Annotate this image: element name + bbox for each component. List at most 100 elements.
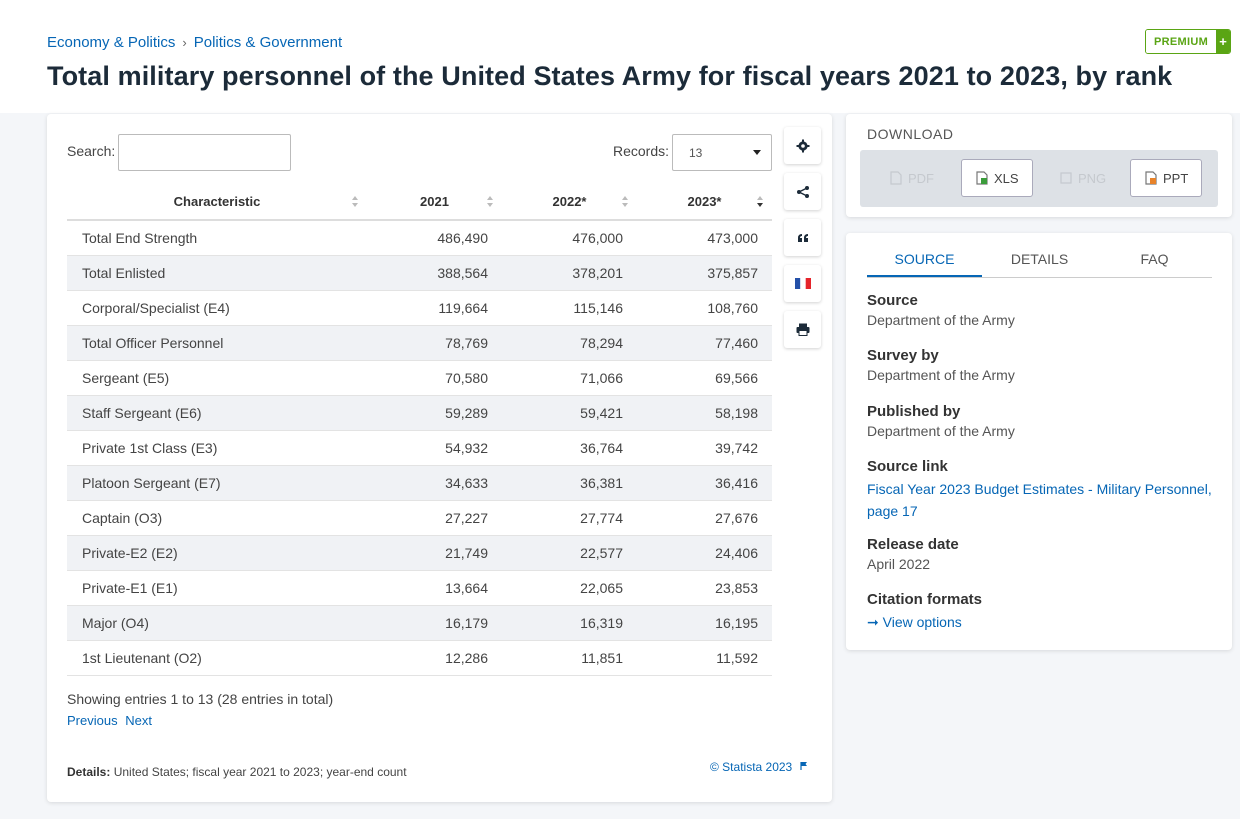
- citation-label: Citation formats: [867, 591, 983, 608]
- table-row: Captain (O3) 27,227 27,774 27,676: [67, 500, 772, 536]
- download-xls-button[interactable]: XLS: [961, 159, 1033, 197]
- view-options-link[interactable]: ➞ View options: [867, 611, 1217, 633]
- table-row: Sergeant (E5) 70,580 71,066 69,566: [67, 360, 772, 396]
- arrow-right-icon: ➞: [867, 614, 879, 630]
- print-button[interactable]: [784, 311, 821, 348]
- table-cell-2022: 71,066: [502, 360, 637, 396]
- breadcrumb-politics-government[interactable]: Politics & Government: [193, 34, 343, 51]
- previous-page-link[interactable]: Previous: [67, 713, 118, 728]
- table-cell-2022: 11,851: [502, 640, 637, 676]
- table-cell-characteristic: Major (O4): [67, 605, 367, 641]
- table-cell-characteristic: Staff Sergeant (E6): [67, 395, 367, 431]
- flag-icon: [799, 762, 807, 770]
- table-cell-2021: 34,633: [367, 465, 502, 501]
- release-date-value: April 2022: [867, 556, 931, 572]
- source-label: Source: [867, 292, 918, 309]
- table-row: Private-E1 (E1) 13,664 22,065 23,853: [67, 570, 772, 606]
- quote-icon: [797, 233, 808, 242]
- statistic-table-card: Search: Records: 13 Characteristic 2021 …: [47, 114, 832, 802]
- release-date-label: Release date: [867, 536, 959, 553]
- download-ppt-button[interactable]: PPT: [1130, 159, 1202, 197]
- table-header-row: Characteristic 2021 2022* 2023*: [67, 184, 772, 221]
- pagination: Previous Next: [67, 713, 156, 728]
- plus-icon: +: [1216, 30, 1231, 53]
- view-options-label: View options: [882, 614, 962, 630]
- column-header-label: 2023*: [687, 194, 722, 209]
- table-cell-2023: 27,676: [637, 500, 772, 536]
- download-pdf-button[interactable]: PDF: [876, 159, 948, 197]
- download-png-label: PNG: [1078, 170, 1107, 186]
- table-cell-2023: 69,566: [637, 360, 772, 396]
- table-cell-2022: 115,146: [502, 290, 637, 326]
- data-table: Characteristic 2021 2022* 2023* Total En…: [67, 184, 772, 676]
- cite-button[interactable]: [784, 219, 821, 256]
- next-page-link[interactable]: Next: [125, 713, 152, 728]
- sort-icon: [352, 196, 359, 209]
- column-header-2023[interactable]: 2023*: [637, 184, 772, 221]
- sort-icon: [487, 196, 494, 209]
- source-card: SOURCE DETAILS FAQ Source Department of …: [846, 233, 1232, 650]
- download-png-button[interactable]: PNG: [1046, 159, 1118, 197]
- table-row: Major (O4) 16,179 16,319 16,195: [67, 605, 772, 641]
- table-row: Total Enlisted 388,564 378,201 375,857: [67, 255, 772, 291]
- table-cell-2021: 13,664: [367, 570, 502, 606]
- search-label: Search:: [67, 143, 116, 159]
- table-cell-2022: 22,577: [502, 535, 637, 571]
- table-cell-2023: 375,857: [637, 255, 772, 291]
- table-cell-characteristic: Total Officer Personnel: [67, 325, 367, 361]
- premium-badge[interactable]: PREMIUM +: [1145, 29, 1232, 54]
- table-cell-2022: 78,294: [502, 325, 637, 361]
- column-header-2022[interactable]: 2022*: [502, 184, 637, 221]
- table-cell-characteristic: Total Enlisted: [67, 255, 367, 291]
- settings-button[interactable]: [784, 127, 821, 164]
- column-header-2021[interactable]: 2021: [367, 184, 502, 221]
- published-section: Published by Department of the Army: [867, 403, 1015, 439]
- table-cell-2021: 78,769: [367, 325, 502, 361]
- breadcrumb-separator: ›: [182, 35, 187, 50]
- page-title: Total military personnel of the United S…: [47, 61, 1172, 92]
- table-cell-2022: 59,421: [502, 395, 637, 431]
- language-button[interactable]: [784, 265, 821, 302]
- table-cell-characteristic: Corporal/Specialist (E4): [67, 290, 367, 326]
- table-cell-2022: 36,764: [502, 430, 637, 466]
- pdf-file-icon: [890, 171, 902, 185]
- table-row: Corporal/Specialist (E4) 119,664 115,146 10…: [67, 290, 772, 326]
- release-section: Release date April 2022: [867, 536, 959, 572]
- table-row: Private-E2 (E2) 21,749 22,577 24,406: [67, 535, 772, 571]
- table-row: Total Officer Personnel 78,769 78,294 77,46…: [67, 325, 772, 361]
- breadcrumb-economy-politics[interactable]: Economy & Politics: [47, 34, 176, 51]
- search-input[interactable]: [118, 134, 291, 171]
- ppt-file-icon: [1145, 171, 1157, 185]
- share-button[interactable]: [784, 173, 821, 210]
- source-tabs: SOURCE DETAILS FAQ: [867, 250, 1212, 278]
- table-cell-2022: 378,201: [502, 255, 637, 291]
- records-select[interactable]: 13: [672, 134, 772, 171]
- table-cell-2022: 22,065: [502, 570, 637, 606]
- table-cell-2022: 476,000: [502, 220, 637, 256]
- tab-faq[interactable]: FAQ: [1140, 251, 1169, 267]
- table-cell-2021: 12,286: [367, 640, 502, 676]
- table-cell-2023: 108,760: [637, 290, 772, 326]
- source-value: Department of the Army: [867, 312, 1015, 328]
- table-row: Total End Strength 486,490 476,000 473,000: [67, 220, 772, 256]
- column-header-characteristic[interactable]: Characteristic: [67, 184, 367, 221]
- survey-section: Survey by Department of the Army: [867, 347, 1015, 383]
- breadcrumb: Economy & Politics › Politics & Governme…: [47, 34, 342, 51]
- table-row: Staff Sergeant (E6) 59,289 59,421 58,198: [67, 395, 772, 431]
- french-flag-icon: [794, 278, 811, 289]
- table-cell-2023: 23,853: [637, 570, 772, 606]
- download-card: DOWNLOAD PDF XLS PNG PPT: [846, 114, 1232, 217]
- xls-file-icon: [976, 171, 988, 185]
- table-cell-2022: 27,774: [502, 500, 637, 536]
- download-bar: PDF XLS PNG PPT: [860, 150, 1218, 207]
- survey-value: Department of the Army: [867, 367, 1015, 383]
- page-title-text: Total military personnel of the United S…: [47, 61, 1173, 91]
- tab-details[interactable]: DETAILS: [1010, 251, 1069, 267]
- table-cell-characteristic: Private-E1 (E1): [67, 570, 367, 606]
- tab-source[interactable]: SOURCE: [867, 250, 982, 277]
- sort-desc-icon: [757, 196, 764, 209]
- statista-copyright[interactable]: © Statista 2023: [710, 760, 808, 774]
- source-link[interactable]: Fiscal Year 2023 Budget Estimates - Mili…: [867, 481, 1212, 519]
- column-header-label: 2021: [420, 194, 449, 209]
- table-row: 1st Lieutenant (O2) 12,286 11,851 11,592: [67, 640, 772, 676]
